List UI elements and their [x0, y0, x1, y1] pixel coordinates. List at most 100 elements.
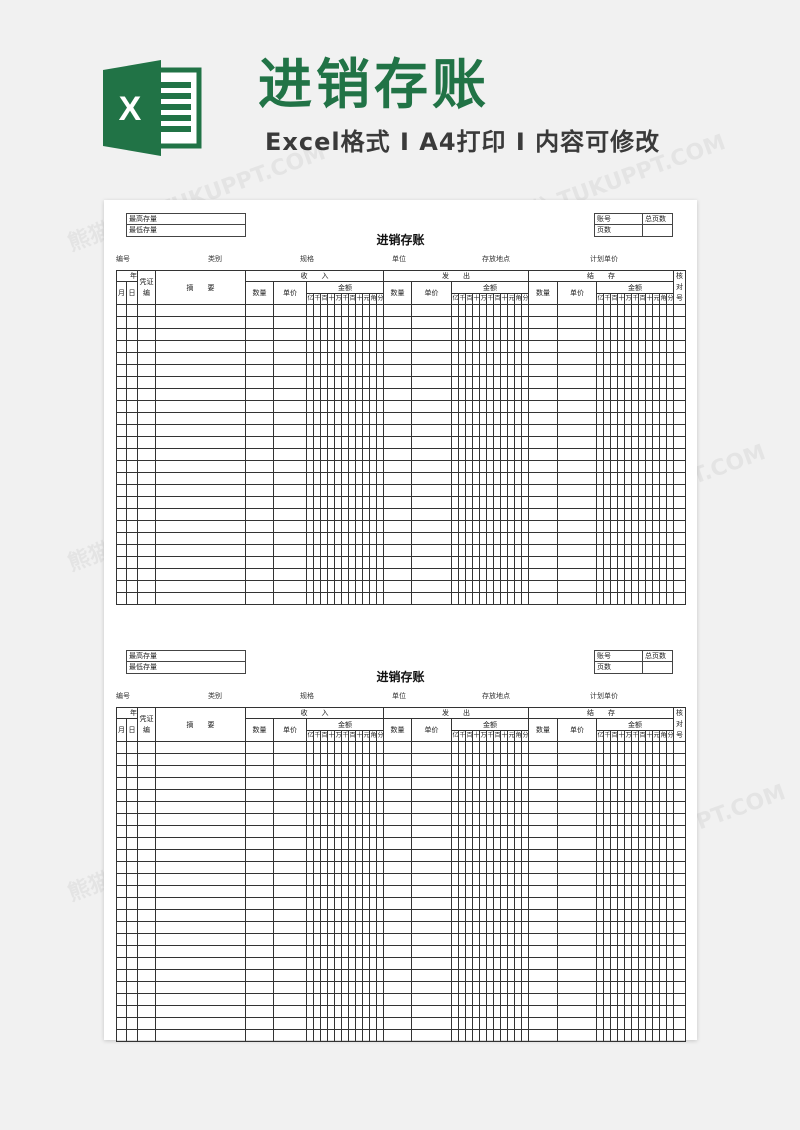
ledger-cell[interactable] — [451, 544, 459, 557]
ledger-cell[interactable] — [521, 849, 529, 862]
ledger-cell[interactable] — [362, 304, 370, 317]
ledger-cell[interactable] — [155, 765, 246, 778]
ledger-cell[interactable] — [273, 861, 307, 874]
ledger-cell[interactable] — [652, 849, 660, 862]
ledger-cell[interactable] — [486, 472, 494, 485]
ledger-cell[interactable] — [638, 568, 646, 581]
ledger-cell[interactable] — [355, 484, 363, 497]
ledger-cell[interactable] — [486, 592, 494, 605]
ledger-cell[interactable] — [557, 592, 597, 605]
ledger-cell[interactable] — [245, 316, 274, 329]
ledger-cell[interactable] — [458, 837, 466, 850]
ledger-cell[interactable] — [334, 340, 342, 353]
ledger-cell[interactable] — [507, 484, 515, 497]
ledger-cell[interactable] — [514, 825, 522, 838]
ledger-cell[interactable] — [245, 897, 274, 910]
ledger-cell[interactable] — [369, 532, 377, 545]
ledger-cell[interactable] — [411, 316, 452, 329]
ledger-cell[interactable] — [327, 412, 335, 425]
ledger-cell[interactable] — [500, 885, 508, 898]
ledger-cell[interactable] — [500, 981, 508, 994]
ledger-cell[interactable] — [557, 813, 597, 826]
ledger-cell[interactable] — [334, 897, 342, 910]
ledger-cell[interactable] — [411, 753, 452, 766]
ledger-cell[interactable] — [320, 897, 328, 910]
ledger-cell[interactable] — [320, 496, 328, 509]
ledger-cell[interactable] — [155, 424, 246, 437]
ledger-cell[interactable] — [479, 789, 487, 802]
ledger-cell[interactable] — [666, 957, 674, 970]
ledger-cell[interactable] — [383, 1005, 412, 1018]
ledger-cell[interactable] — [320, 933, 328, 946]
ledger-cell[interactable] — [116, 556, 127, 569]
ledger-cell[interactable] — [673, 921, 686, 934]
ledger-cell[interactable] — [645, 1029, 653, 1042]
ledger-cell[interactable] — [369, 556, 377, 569]
ledger-cell[interactable] — [528, 316, 558, 329]
ledger-cell[interactable] — [514, 813, 522, 826]
ledger-cell[interactable] — [273, 969, 307, 982]
ledger-cell[interactable] — [451, 981, 459, 994]
ledger-cell[interactable] — [666, 580, 674, 593]
ledger-cell[interactable] — [645, 316, 653, 329]
ledger-cell[interactable] — [500, 400, 508, 413]
ledger-cell[interactable] — [528, 861, 558, 874]
ledger-cell[interactable] — [472, 1017, 480, 1030]
ledger-cell[interactable] — [348, 825, 356, 838]
ledger-cell[interactable] — [617, 897, 625, 910]
ledger-cell[interactable] — [116, 592, 127, 605]
ledger-cell[interactable] — [521, 873, 529, 886]
ledger-cell[interactable] — [624, 861, 632, 874]
ledger-cell[interactable] — [479, 1017, 487, 1030]
ledger-cell[interactable] — [624, 765, 632, 778]
ledger-cell[interactable] — [486, 388, 494, 401]
ledger-cell[interactable] — [500, 460, 508, 473]
ledger-cell[interactable] — [313, 969, 321, 982]
ledger-cell[interactable] — [362, 897, 370, 910]
ledger-cell[interactable] — [313, 568, 321, 581]
ledger-cell[interactable] — [610, 592, 618, 605]
ledger-cell[interactable] — [355, 412, 363, 425]
ledger-cell[interactable] — [514, 496, 522, 509]
ledger-cell[interactable] — [137, 424, 156, 437]
ledger-cell[interactable] — [348, 849, 356, 862]
ledger-cell[interactable] — [659, 741, 667, 754]
ledger-cell[interactable] — [245, 861, 274, 874]
ledger-cell[interactable] — [645, 460, 653, 473]
ledger-cell[interactable] — [631, 909, 639, 922]
ledger-cell[interactable] — [528, 532, 558, 545]
ledger-cell[interactable] — [306, 813, 314, 826]
ledger-cell[interactable] — [306, 945, 314, 958]
ledger-cell[interactable] — [348, 532, 356, 545]
ledger-cell[interactable] — [521, 460, 529, 473]
ledger-cell[interactable] — [486, 328, 494, 341]
ledger-cell[interactable] — [603, 969, 611, 982]
ledger-cell[interactable] — [557, 993, 597, 1006]
ledger-cell[interactable] — [245, 448, 274, 461]
ledger-cell[interactable] — [624, 957, 632, 970]
ledger-cell[interactable] — [126, 753, 138, 766]
ledger-cell[interactable] — [355, 472, 363, 485]
ledger-cell[interactable] — [557, 921, 597, 934]
ledger-cell[interactable] — [362, 1005, 370, 1018]
ledger-cell[interactable] — [383, 933, 412, 946]
ledger-cell[interactable] — [645, 945, 653, 958]
ledger-cell[interactable] — [666, 304, 674, 317]
ledger-cell[interactable] — [659, 304, 667, 317]
ledger-cell[interactable] — [666, 969, 674, 982]
ledger-cell[interactable] — [638, 897, 646, 910]
ledger-cell[interactable] — [666, 873, 674, 886]
ledger-cell[interactable] — [155, 849, 246, 862]
ledger-cell[interactable] — [116, 448, 127, 461]
ledger-cell[interactable] — [306, 969, 314, 982]
ledger-cell[interactable] — [493, 801, 501, 814]
ledger-cell[interactable] — [341, 993, 349, 1006]
ledger-cell[interactable] — [320, 753, 328, 766]
ledger-cell[interactable] — [369, 412, 377, 425]
ledger-cell[interactable] — [126, 568, 138, 581]
ledger-cell[interactable] — [486, 1005, 494, 1018]
ledger-cell[interactable] — [116, 376, 127, 389]
ledger-cell[interactable] — [507, 849, 515, 862]
ledger-cell[interactable] — [383, 424, 412, 437]
ledger-cell[interactable] — [355, 460, 363, 473]
